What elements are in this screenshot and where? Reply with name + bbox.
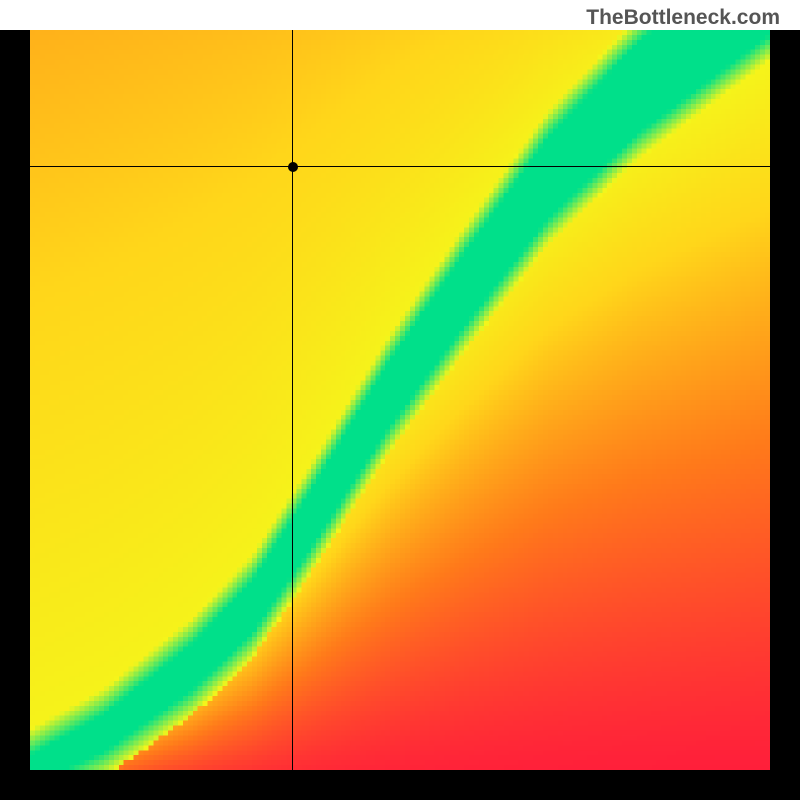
- heatmap-canvas: [30, 30, 770, 770]
- crosshair-horizontal: [30, 166, 770, 167]
- watermark-text: TheBottleneck.com: [586, 6, 780, 30]
- crosshair-vertical: [292, 30, 293, 770]
- chart-container: TheBottleneck.com: [0, 0, 800, 800]
- marker-dot: [288, 162, 298, 172]
- plot-area: [0, 30, 800, 800]
